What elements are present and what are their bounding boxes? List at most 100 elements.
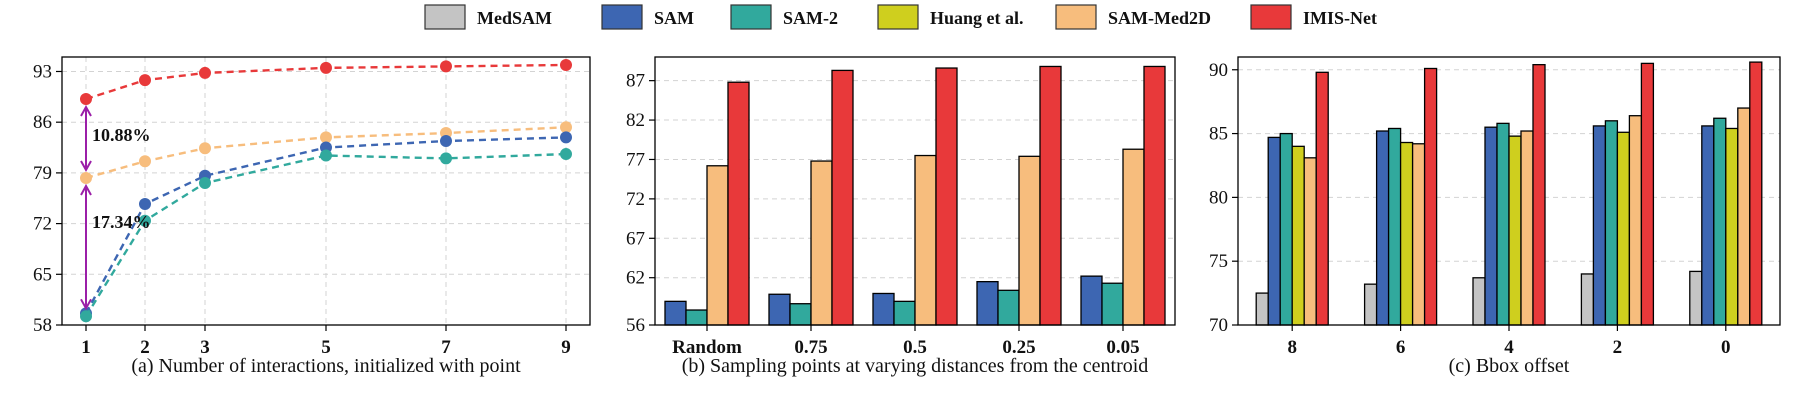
chart-a-arrowhead-up	[80, 183, 92, 196]
chart-b-bar-sam-med2d	[706, 165, 729, 326]
legend-swatch-sam-2	[730, 4, 772, 30]
chart-c-ytick-label: 85	[1209, 124, 1228, 145]
chart-b-bar-sam-2	[893, 300, 916, 326]
chart-c-bar-sam-2	[1713, 117, 1727, 326]
chart-c-xtick-label: 2	[1613, 337, 1623, 358]
legend-label-imis-net: IMIS-Net	[1303, 8, 1377, 28]
chart-c-bar-medsam	[1472, 277, 1486, 326]
chart-c-xtick-label: 8	[1287, 337, 1297, 358]
chart-c-ytick-label: 80	[1209, 187, 1228, 208]
chart-c-bar-sam	[1375, 130, 1390, 326]
chart-a-point-imis-net	[139, 74, 151, 87]
chart-c-bar-sam-med2d	[1303, 157, 1317, 326]
chart-b-xtick-label: Random	[672, 337, 742, 358]
chart-a-point-sam-2	[199, 177, 211, 190]
chart-c-bar-imis-net	[1423, 67, 1438, 326]
legend-swatch-huang-et-al	[877, 4, 919, 30]
chart-a-line-imis-net	[85, 63, 567, 101]
chart-b-bar-sam-2	[789, 303, 812, 326]
chart-a-point-sam	[139, 198, 151, 211]
chart-b-bar-sam-med2d	[914, 154, 937, 326]
legend-label-medsam: MedSAM	[477, 8, 552, 28]
chart-c-bar-sam-med2d	[1737, 107, 1751, 326]
chart-a-point-sam-2	[80, 310, 92, 323]
chart-c-bar-imis-net	[1315, 71, 1329, 326]
chart-c-bar-medsam	[1689, 270, 1703, 326]
chart-b-ytick-label: 72	[626, 189, 645, 210]
chart-b-bar-sam-med2d	[810, 160, 833, 326]
chart-b-ytick-label: 56	[626, 315, 645, 336]
chart-c-bar-medsam	[1363, 283, 1378, 326]
legend-label-sam-med2d: SAM-Med2D	[1108, 8, 1211, 28]
legend-label-huang-et-al: Huang et al.	[930, 8, 1024, 28]
chart-b-bar-imis-net	[935, 67, 958, 326]
chart-c-bar-sam-2	[1279, 132, 1293, 326]
chart-a-xtick-label: 5	[321, 337, 331, 358]
chart-a-annotation-label: 17.34%	[92, 212, 151, 232]
chart-a-point-imis-net	[560, 58, 572, 71]
chart-a-xtick-label: 3	[200, 337, 210, 358]
chart-a-plot-frame	[61, 56, 591, 326]
legend-swatch-imis-net	[1250, 4, 1292, 30]
chart-b-bar-sam	[976, 280, 999, 326]
chart-a-caption: (a) Number of interactions, initialized …	[131, 355, 521, 377]
chart-c-bar-sam-med2d	[1628, 115, 1643, 326]
chart-b-caption: (b) Sampling points at varying distances…	[682, 355, 1149, 377]
chart-b-ytick-label: 87	[626, 71, 645, 92]
chart-a-line-sam	[84, 136, 567, 314]
chart-b-xtick-label: 0.75	[794, 337, 827, 358]
chart-b-bar-sam	[768, 293, 791, 326]
chart-c-caption: (c) Bbox offset	[1449, 355, 1570, 377]
chart-c-ytick-label: 75	[1209, 251, 1228, 272]
chart-c-bar-sam	[1484, 126, 1498, 326]
chart-c-bar-huang-et-al	[1616, 131, 1631, 326]
chart-c-plot-frame	[1237, 56, 1781, 326]
chart-a-ytick-label: 72	[33, 214, 52, 235]
chart-c-bar-imis-net	[1532, 64, 1546, 326]
chart-b-bar-imis-net	[1039, 65, 1062, 326]
chart-b-bar-sam	[664, 300, 687, 326]
chart-b-bar-imis-net	[1143, 65, 1166, 326]
chart-c-bar-sam	[1592, 125, 1607, 326]
chart-b-xtick-label: 0.25	[1002, 337, 1035, 358]
chart-a-point-imis-net	[440, 60, 452, 73]
chart-a-arrowhead-up	[80, 104, 92, 117]
chart-c-bar-sam-med2d	[1411, 143, 1426, 326]
chart-c-bar-sam	[1701, 125, 1715, 326]
chart-b-sampling-distance: 56 62 67 72 77 82 87 Random 0.75 0.5 0.25 0.05(b) S…	[626, 56, 1176, 377]
chart-b-ytick-label: 62	[626, 268, 645, 289]
chart-c-bar-huang-et-al	[1725, 127, 1739, 326]
chart-c-bar-sam	[1267, 136, 1281, 326]
chart-a-ytick-label: 79	[33, 163, 52, 184]
chart-c-bar-sam-2	[1604, 120, 1619, 326]
chart-c-bar-huang-et-al	[1399, 141, 1414, 326]
chart-a-point-imis-net	[199, 66, 211, 79]
chart-a-line-sam-med2d	[85, 126, 567, 180]
chart-a-point-imis-net	[320, 61, 332, 74]
chart-b-bar-sam	[1080, 275, 1103, 326]
chart-a-ytick-label: 58	[33, 315, 52, 336]
chart-c-ytick-label: 90	[1209, 60, 1228, 81]
chart-a-point-sam-med2d	[199, 142, 211, 155]
legend-label-sam-2: SAM-2	[783, 8, 838, 28]
chart-c-ytick-label: 70	[1209, 315, 1228, 336]
chart-b-bar-imis-net	[831, 69, 854, 326]
chart-a-xtick-label: 7	[441, 337, 451, 358]
legend-swatch-medsam	[424, 4, 466, 30]
chart-c-xtick-label: 6	[1396, 337, 1406, 358]
legend-swatch-sam	[601, 4, 643, 30]
chart-b-plot-frame	[654, 56, 1176, 326]
legend-label-sam: SAM	[654, 8, 694, 28]
chart-a-point-imis-net	[80, 93, 92, 106]
chart-b-ytick-label: 77	[626, 149, 645, 170]
chart-a-point-sam-med2d	[80, 171, 92, 184]
chart-a-point-sam-2	[560, 148, 572, 161]
chart-a-point-sam	[560, 131, 572, 144]
chart-a-ytick-label: 86	[33, 112, 52, 133]
chart-a-point-sam-med2d	[320, 131, 332, 144]
chart-a-ytick-label: 93	[33, 61, 52, 82]
chart-c-bbox-offset: 70 75 80 85 90 8 6 4 2 0 (c) Bbox offset	[1209, 56, 1781, 377]
chart-b-bar-imis-net	[727, 81, 750, 326]
chart-a-xtick-label: 9	[561, 337, 571, 358]
